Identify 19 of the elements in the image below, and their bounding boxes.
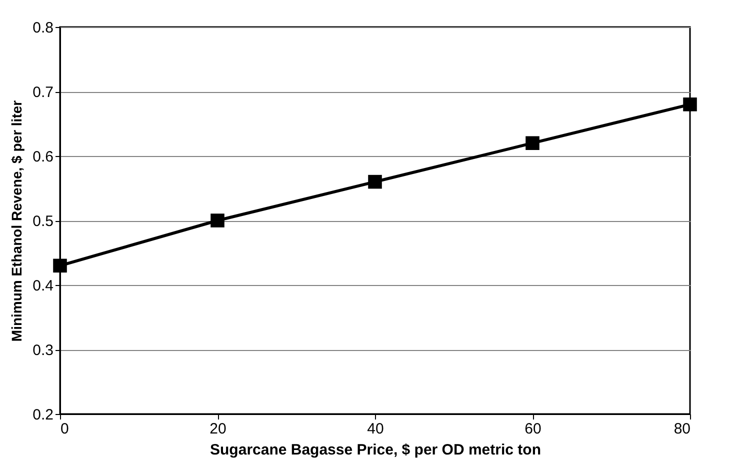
point	[526, 136, 540, 150]
x-tick-label: 0	[60, 420, 69, 438]
x-tick-label: 20	[210, 420, 226, 438]
y-tick-label: 0.2	[32, 406, 54, 424]
y-tick-label: 0.7	[32, 84, 54, 101]
y-tick-label: 0.8	[32, 20, 54, 36]
point	[210, 214, 224, 228]
x-tick-label: 60	[524, 420, 542, 438]
point	[53, 258, 67, 273]
y-tick-label: 0.4	[32, 278, 54, 294]
x-axis-title: Sugarcane Bagasse Price, $ per OD metric ton	[210, 442, 541, 458]
y-tick-label: 0.3	[32, 342, 54, 359]
x-tick-label: 40	[367, 420, 384, 438]
y-tick-label: 0.6	[32, 148, 54, 166]
point	[368, 174, 382, 189]
y-tick-label: 0.5	[32, 213, 54, 230]
y-axis-title: Minimum Ethanol Revene, $ per liter	[8, 100, 25, 342]
point	[683, 98, 697, 112]
x-tick-label: 80	[674, 420, 690, 438]
